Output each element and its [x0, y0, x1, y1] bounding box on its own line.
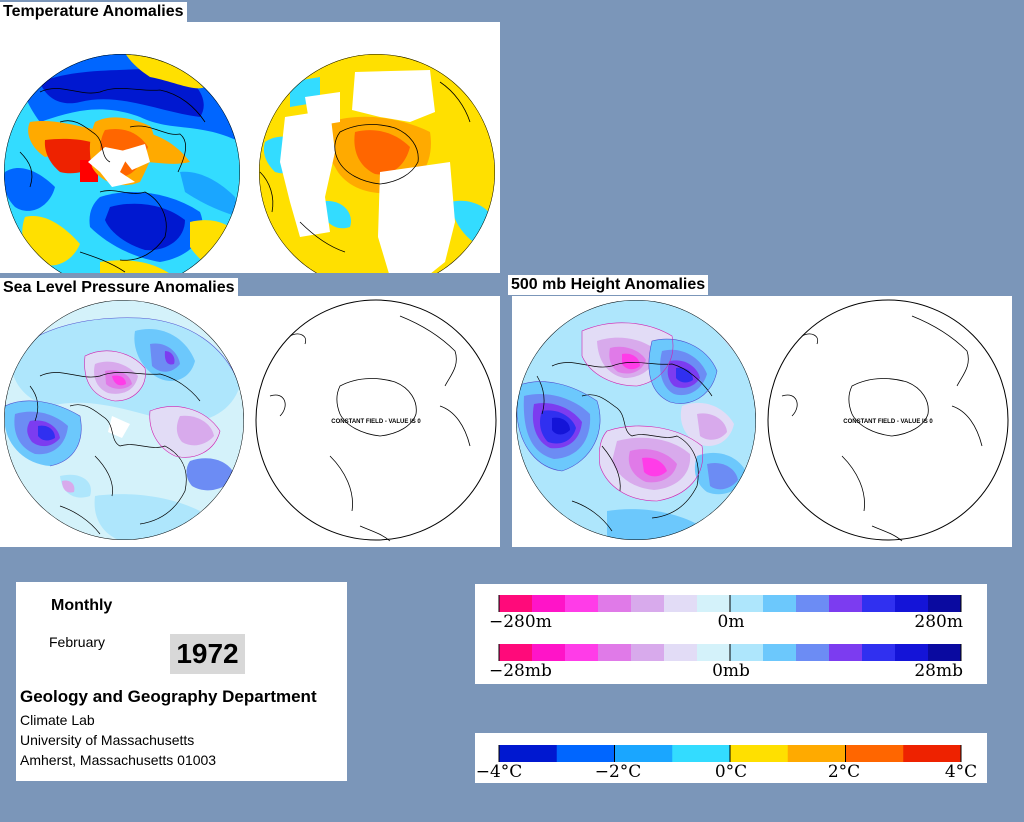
colorbar-swatch	[862, 595, 896, 612]
colorbar-swatch	[664, 644, 698, 661]
colorbar-swatch	[796, 644, 830, 661]
temperature-title: Temperature Anomalies	[0, 2, 187, 22]
colorbar-swatch	[556, 745, 615, 762]
slp-constant-field-label: CONSTANT FIELD - VALUE IS 0	[331, 419, 421, 425]
colorbar-swatch	[499, 644, 533, 661]
height500-panel: CONSTANT FIELD - VALUE IS 0	[512, 296, 1012, 547]
slp-title: Sea Level Pressure Anomalies	[0, 278, 238, 298]
colorbar-swatch	[928, 644, 962, 661]
colorbar-swatch	[763, 595, 797, 612]
address-line: Amherst, Massachusetts 01003	[20, 752, 217, 768]
colorbar-swatch	[532, 595, 566, 612]
colorbar-swatch	[664, 595, 698, 612]
university-name: University of Massachusetts	[20, 732, 195, 748]
pressure-legend-min: −28mb	[489, 661, 552, 681]
temperature-legend-zero: 0°C	[715, 762, 747, 782]
colorbar-swatch	[829, 595, 863, 612]
colorbar-swatch	[598, 644, 632, 661]
temperature-legend-min: −4°C	[476, 762, 523, 782]
colorbar-swatch	[532, 644, 566, 661]
height500-title: 500 mb Height Anomalies	[508, 275, 709, 295]
height500-map-north	[516, 300, 756, 540]
height500-maps: CONSTANT FIELD - VALUE IS 0	[516, 299, 1009, 542]
temperature-legend: −4°C −2°C 0°C 2°C 4°C	[475, 733, 987, 783]
temperature-map-north	[4, 54, 240, 273]
temperature-legend-max: 4°C	[945, 762, 977, 782]
slp-map-south: CONSTANT FIELD - VALUE IS 0	[255, 299, 497, 542]
colorbar-swatch	[763, 644, 797, 661]
height500-constant-field-label: CONSTANT FIELD - VALUE IS 0	[843, 419, 933, 425]
colorbar-swatch	[730, 745, 789, 762]
height-legend-max: 280m	[914, 612, 963, 632]
colorbar-swatch	[598, 595, 632, 612]
colorbar-swatch	[672, 745, 731, 762]
slp-maps: CONSTANT FIELD - VALUE IS 0	[4, 299, 497, 542]
temperature-maps	[4, 54, 495, 273]
colorbar-swatch	[499, 595, 533, 612]
temperature-panel	[0, 22, 500, 273]
colorbar-swatch	[730, 644, 764, 661]
slp-panel: CONSTANT FIELD - VALUE IS 0	[0, 296, 500, 547]
colorbar-swatch	[565, 644, 599, 661]
colorbar-swatch	[614, 745, 673, 762]
colorbar-swatch	[845, 745, 904, 762]
pressure-legend-mid: 0mb	[712, 661, 750, 681]
lab-name: Climate Lab	[20, 712, 95, 728]
temperature-legend-neg2: −2°C	[595, 762, 642, 782]
temperature-colorbar	[498, 745, 962, 762]
colorbar-swatch	[895, 595, 929, 612]
colorbar-swatch	[829, 644, 863, 661]
height-legend-min: −280m	[489, 612, 552, 632]
anomaly-legend: −280m 0m 280m −28mb 0mb 28mb	[475, 584, 987, 684]
month-label: February	[49, 634, 106, 650]
colorbar-swatch	[895, 644, 929, 661]
colorbar-swatch	[787, 745, 846, 762]
colorbar-swatch	[631, 644, 665, 661]
department-name: Geology and Geography Department	[20, 687, 317, 706]
height-legend-mid: 0m	[718, 612, 745, 632]
colorbar-swatch	[796, 595, 830, 612]
year-label: 1972	[170, 634, 245, 674]
colorbar-swatch	[903, 745, 962, 762]
colorbar-swatch	[499, 745, 558, 762]
colorbar-swatch	[697, 644, 731, 661]
pressure-legend-max: 28mb	[914, 661, 963, 681]
colorbar-swatch	[697, 595, 731, 612]
height-colorbar	[498, 595, 962, 612]
slp-map-north	[4, 300, 244, 540]
colorbar-swatch	[730, 595, 764, 612]
period-label: Monthly	[51, 597, 113, 614]
colorbar-swatch	[565, 595, 599, 612]
height500-map-south: CONSTANT FIELD - VALUE IS 0	[767, 299, 1009, 542]
info-box: Monthly February 1972 Geology and Geogra…	[16, 582, 347, 781]
temperature-map-south	[259, 54, 495, 273]
temperature-legend-pos2: 2°C	[828, 762, 860, 782]
colorbar-swatch	[631, 595, 665, 612]
colorbar-swatch	[862, 644, 896, 661]
colorbar-swatch	[928, 595, 962, 612]
pressure-colorbar	[498, 644, 962, 661]
